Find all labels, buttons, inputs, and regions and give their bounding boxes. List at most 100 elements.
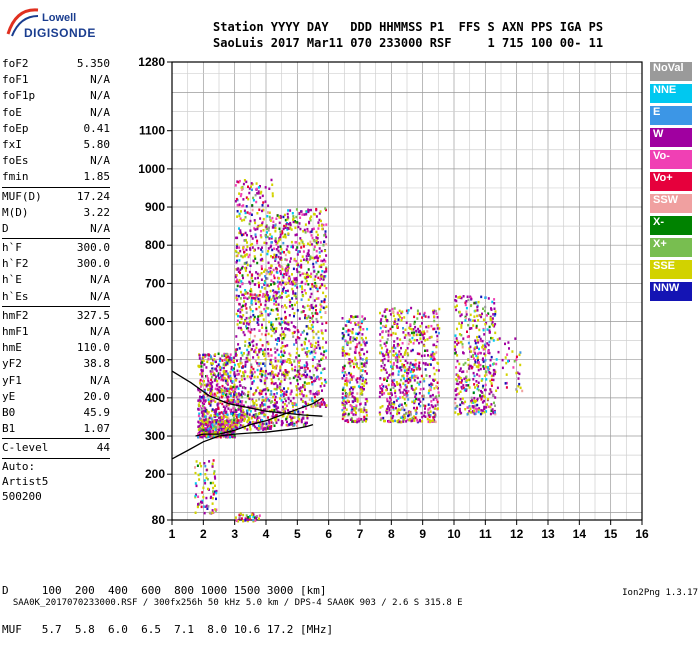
- echo-point: [260, 248, 263, 251]
- echo-point: [317, 227, 320, 230]
- param-value: N/A: [90, 273, 110, 287]
- echo-point: [511, 350, 514, 353]
- echo-point: [230, 412, 233, 416]
- echo-point: [240, 280, 243, 283]
- echo-point: [246, 348, 249, 352]
- echo-point: [197, 420, 200, 424]
- echo-point: [325, 223, 328, 226]
- echo-point: [237, 415, 240, 418]
- echo-point: [436, 338, 439, 341]
- echo-point: [472, 371, 475, 375]
- echo-point: [314, 377, 317, 380]
- x-tick-label: 7: [357, 527, 364, 541]
- echo-point: [255, 427, 258, 430]
- echo-point: [458, 333, 461, 336]
- echo-point: [505, 373, 508, 376]
- echo-point: [271, 323, 274, 326]
- echo-point: [270, 323, 273, 327]
- echo-point: [310, 230, 313, 233]
- echo-point: [388, 401, 391, 404]
- echo-point: [270, 421, 273, 424]
- echo-point: [396, 358, 399, 361]
- echo-point: [249, 219, 252, 223]
- echo-point: [473, 400, 476, 404]
- echo-point: [395, 358, 397, 362]
- echo-point: [269, 358, 272, 362]
- echo-point: [275, 303, 278, 306]
- echo-point: [302, 258, 305, 261]
- echo-point: [305, 325, 308, 328]
- echo-point: [217, 407, 220, 410]
- echo-point: [379, 311, 381, 315]
- echo-point: [394, 352, 397, 355]
- echo-point: [341, 388, 344, 392]
- echo-point: [277, 255, 280, 259]
- echo-point: [319, 364, 322, 367]
- echo-point: [403, 336, 406, 339]
- echo-point: [488, 331, 491, 334]
- echo-point: [383, 354, 386, 357]
- echo-point: [206, 360, 209, 363]
- x-tick-label: 14: [573, 527, 587, 541]
- echo-point: [434, 407, 437, 410]
- echo-point: [277, 290, 280, 294]
- echo-point: [220, 430, 223, 434]
- echo-point: [242, 519, 245, 523]
- echo-point: [481, 409, 484, 412]
- echo-point: [504, 342, 506, 346]
- echo-point: [390, 392, 393, 395]
- echo-point: [321, 227, 324, 231]
- echo-point: [364, 402, 367, 405]
- echo-point: [483, 343, 486, 346]
- echo-point: [309, 342, 312, 346]
- echo-point: [461, 321, 463, 325]
- echo-point: [341, 351, 344, 354]
- echo-point: [398, 420, 401, 423]
- echo-point: [263, 352, 266, 356]
- echo-point: [248, 341, 251, 345]
- echo-point: [344, 395, 347, 398]
- echo-point: [229, 392, 232, 395]
- echo-point: [321, 224, 323, 227]
- echo-point: [492, 313, 495, 316]
- echo-point: [312, 262, 315, 266]
- echo-point: [237, 270, 240, 273]
- echo-point: [212, 399, 215, 402]
- echo-point: [267, 332, 270, 336]
- echo-point: [470, 401, 473, 404]
- param-row: B0 45.9: [2, 405, 110, 421]
- echo-point: [292, 280, 295, 283]
- echo-point: [280, 215, 282, 219]
- echo-point: [470, 366, 473, 370]
- echo-point: [254, 425, 257, 429]
- echo-point: [266, 227, 269, 231]
- echo-point: [286, 269, 289, 272]
- echo-point: [475, 410, 478, 413]
- echo-point: [289, 415, 292, 418]
- echo-point: [278, 216, 281, 219]
- echo-point: [284, 344, 287, 348]
- echo-point: [300, 418, 303, 422]
- echo-point: [209, 425, 212, 428]
- echo-point: [297, 410, 300, 413]
- echo-point: [242, 513, 245, 517]
- echo-point: [268, 272, 271, 276]
- echo-point: [214, 387, 217, 391]
- echo-point: [295, 215, 298, 219]
- echo-point: [269, 401, 272, 404]
- echo-point: [324, 295, 327, 298]
- echo-point: [485, 406, 488, 409]
- echo-point: [404, 383, 407, 387]
- echo-point: [402, 366, 405, 369]
- echo-point: [244, 426, 246, 430]
- echo-point: [244, 340, 247, 343]
- echo-point: [268, 422, 271, 425]
- echo-point: [342, 335, 345, 338]
- param-row: yF2 38.8: [2, 356, 110, 372]
- echo-point: [430, 324, 433, 328]
- echo-point: [308, 253, 310, 257]
- echo-point: [226, 389, 229, 393]
- echo-point: [240, 406, 243, 409]
- echo-point: [325, 267, 328, 271]
- echo-point: [457, 296, 460, 299]
